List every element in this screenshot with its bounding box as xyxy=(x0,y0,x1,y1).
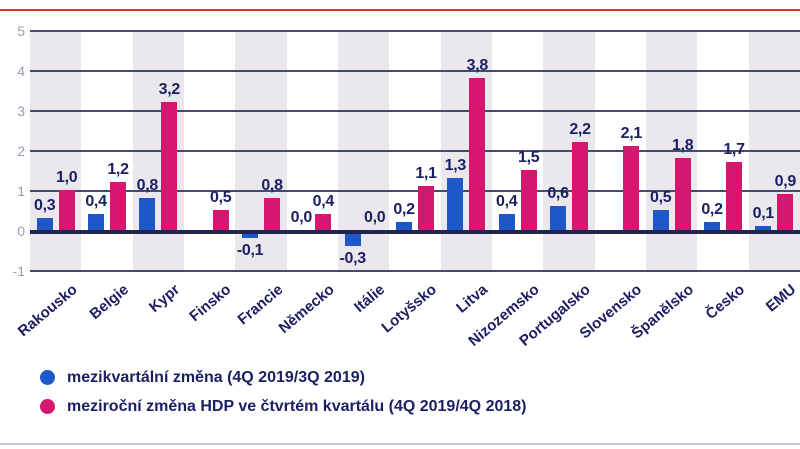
y-tick-label: 3 xyxy=(17,103,25,119)
value-label: 0,2 xyxy=(393,201,415,218)
value-label: 1,0 xyxy=(55,169,78,186)
gridline xyxy=(30,30,800,32)
bar-yearly xyxy=(520,170,537,230)
bar-yearly xyxy=(315,214,332,230)
bar-quarterly xyxy=(36,218,53,230)
value-label: 0,5 xyxy=(649,189,672,206)
bar-quarterly xyxy=(652,210,669,230)
category-label: Lotyšsko xyxy=(378,281,440,337)
value-label: 0,4 xyxy=(85,193,107,210)
gridline xyxy=(30,110,800,112)
value-label: 1,5 xyxy=(517,149,540,166)
gridline xyxy=(30,270,800,272)
category-label: Belgie xyxy=(86,281,132,323)
bar-yearly xyxy=(418,186,434,230)
value-label: 0,1 xyxy=(752,205,775,222)
category-label: Kypr xyxy=(146,281,184,316)
bar-yearly xyxy=(110,182,126,230)
value-label: 0,2 xyxy=(701,201,723,218)
gridline-zero xyxy=(30,230,800,234)
category-label: Litva xyxy=(453,281,492,317)
bar-quarterly xyxy=(88,214,104,230)
y-tick-label: 4 xyxy=(17,63,25,79)
category-label: Německo xyxy=(275,281,338,337)
bar-yearly xyxy=(58,190,75,230)
bar-quarterly xyxy=(139,198,156,230)
bar-quarterly xyxy=(755,226,772,230)
chart-legend: mezikvartální změna (4Q 2019/3Q 2019) me… xyxy=(40,363,526,421)
value-label: 0,3 xyxy=(33,197,56,214)
legend-label-quarterly: mezikvartální změna (4Q 2019/3Q 2019) xyxy=(67,368,365,386)
bar-quarterly xyxy=(242,234,258,238)
value-label: 0,6 xyxy=(547,185,569,202)
legend-dot-blue-icon xyxy=(40,370,55,385)
y-tick-label: 0 xyxy=(17,223,25,239)
value-label: 1,7 xyxy=(723,141,745,158)
legend-item-quarterly: mezikvartální změna (4Q 2019/3Q 2019) xyxy=(40,363,526,392)
bar-quarterly xyxy=(447,178,464,230)
bar-yearly xyxy=(212,210,229,230)
value-label: 1,8 xyxy=(671,137,694,154)
y-tick-label: 2 xyxy=(17,143,25,159)
y-tick-label: -1 xyxy=(12,263,25,279)
value-label: 0,9 xyxy=(774,173,797,190)
value-label: 1,3 xyxy=(444,157,467,174)
bar-quarterly xyxy=(498,214,515,230)
bar-quarterly xyxy=(344,234,361,246)
value-label: 2,2 xyxy=(569,121,591,138)
y-tick-label: 5 xyxy=(17,23,25,39)
bar-yearly xyxy=(777,194,794,230)
bar-yearly xyxy=(161,102,178,230)
bar-yearly xyxy=(726,162,742,230)
bar-quarterly xyxy=(396,222,412,230)
value-label: 3,2 xyxy=(158,81,181,98)
category-label: Česko xyxy=(702,281,748,323)
bottom-divider xyxy=(0,443,800,445)
value-label: 0,4 xyxy=(495,193,518,210)
top-divider xyxy=(0,9,800,11)
value-label: 0,8 xyxy=(136,177,159,194)
value-label: 0,0 xyxy=(290,209,313,226)
value-label: 0,5 xyxy=(209,189,232,206)
gridline xyxy=(30,150,800,152)
category-label: Finsko xyxy=(186,281,235,326)
bar-yearly xyxy=(264,198,280,230)
value-label: 0,0 xyxy=(363,209,386,226)
value-label: 1,2 xyxy=(107,161,129,178)
legend-label-yearly: meziroční změna HDP ve čtvrtém kvartálu … xyxy=(67,397,527,415)
bar-yearly xyxy=(469,78,486,230)
legend-dot-pink-icon xyxy=(40,399,55,414)
bar-yearly xyxy=(674,158,691,230)
value-label: -0,3 xyxy=(339,250,366,267)
value-label: 0,4 xyxy=(312,193,335,210)
bar-yearly xyxy=(572,142,588,230)
legend-item-yearly: meziroční změna HDP ve čtvrtém kvartálu … xyxy=(40,392,526,421)
value-label: 1,1 xyxy=(415,165,437,182)
value-label: 0,8 xyxy=(261,177,283,194)
category-label: Rakousko xyxy=(14,281,81,341)
category-label: Itálie xyxy=(351,281,389,316)
value-label: 3,8 xyxy=(466,57,489,74)
y-tick-label: 1 xyxy=(17,183,25,199)
value-label: -0,1 xyxy=(236,242,264,259)
gridline xyxy=(30,190,800,192)
bar-yearly xyxy=(623,146,640,230)
bar-quarterly xyxy=(550,206,566,230)
bar-quarterly xyxy=(704,222,720,230)
category-label: EMU xyxy=(762,281,800,316)
value-label: 2,1 xyxy=(620,125,643,142)
gridline xyxy=(30,70,800,72)
